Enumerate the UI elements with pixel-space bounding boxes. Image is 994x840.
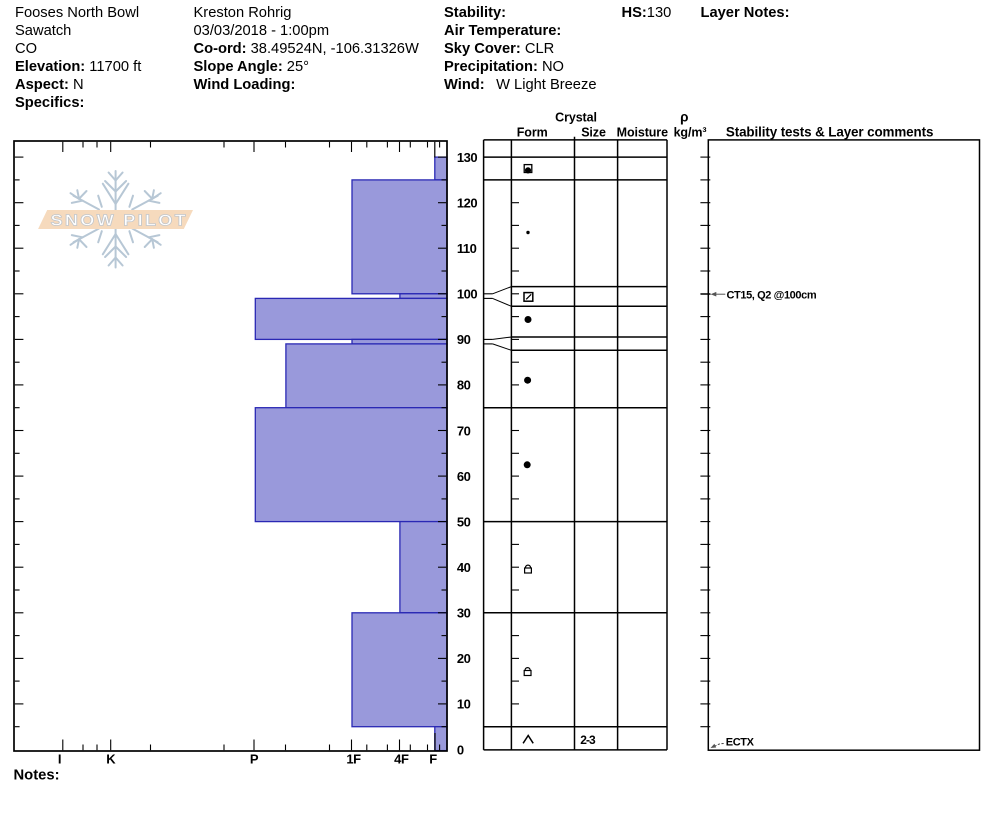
svg-text:Fooses North Bowl: Fooses North Bowl	[15, 5, 139, 21]
svg-text:20: 20	[457, 651, 471, 666]
svg-text:90: 90	[457, 332, 471, 347]
svg-text:03/03/2018 - 1:00pm: 03/03/2018 - 1:00pm	[194, 23, 330, 39]
svg-text:CT15, Q2 @100cm: CT15, Q2 @100cm	[727, 289, 817, 301]
svg-text:30: 30	[457, 606, 471, 621]
svg-text:Notes:: Notes:	[14, 768, 60, 784]
svg-text:1F: 1F	[346, 752, 361, 767]
svg-text:60: 60	[457, 469, 471, 484]
svg-text:Kreston Rohrig: Kreston Rohrig	[194, 5, 292, 21]
svg-text:0: 0	[457, 742, 464, 757]
svg-text:Crystal: Crystal	[555, 111, 597, 125]
svg-text:Precipitation: NO: Precipitation: NO	[444, 59, 564, 75]
svg-text:I: I	[58, 752, 61, 767]
svg-text:Form: Form	[517, 126, 548, 140]
svg-text:110: 110	[457, 241, 477, 256]
svg-text:P: P	[250, 752, 259, 767]
svg-text:Elevation: 11700 ft: Elevation: 11700 ft	[15, 59, 141, 75]
svg-text:100: 100	[457, 287, 477, 302]
svg-text:HS:130: HS:130	[622, 5, 672, 21]
svg-text:2-3: 2-3	[580, 733, 596, 747]
svg-text:4F: 4F	[394, 752, 409, 767]
svg-text:120: 120	[457, 196, 477, 211]
svg-text:40: 40	[457, 560, 471, 575]
svg-text:Sky Cover: CLR: Sky Cover: CLR	[444, 41, 554, 57]
svg-text:Layer Notes:: Layer Notes:	[701, 5, 790, 21]
svg-text:Sawatch: Sawatch	[15, 23, 71, 39]
svg-text:Co-ord: 38.49524N, -106.31326W: Co-ord: 38.49524N, -106.31326W	[194, 41, 419, 57]
svg-text:10: 10	[457, 697, 471, 712]
svg-text:Stability:: Stability:	[444, 5, 506, 21]
svg-text:Moisture: Moisture	[617, 126, 668, 140]
svg-text:Aspect: N: Aspect: N	[15, 77, 84, 93]
svg-text:70: 70	[457, 423, 471, 438]
svg-text:50: 50	[457, 514, 471, 529]
svg-text:F: F	[429, 752, 437, 767]
svg-text:ρ: ρ	[680, 110, 688, 125]
svg-text:CO: CO	[15, 41, 37, 57]
svg-text:Size: Size	[581, 126, 606, 140]
svg-text:130: 130	[457, 150, 477, 165]
svg-text:Wind: W Light Breeze: Wind: W Light Breeze	[444, 77, 597, 93]
svg-text:Specifics:: Specifics:	[15, 95, 84, 111]
svg-text:Slope Angle: 25°: Slope Angle: 25°	[194, 59, 310, 75]
svg-text:kg/m³: kg/m³	[674, 125, 707, 139]
svg-text:ECTX: ECTX	[726, 737, 755, 749]
svg-text:Wind Loading:: Wind Loading:	[194, 77, 296, 93]
svg-text:K: K	[106, 752, 116, 767]
svg-text:SNOW PILOT: SNOW PILOT	[51, 213, 189, 230]
svg-text:Stability tests & Layer commen: Stability tests & Layer comments	[726, 125, 933, 140]
svg-text:Air Temperature:: Air Temperature:	[444, 23, 561, 39]
svg-text:80: 80	[457, 378, 471, 393]
